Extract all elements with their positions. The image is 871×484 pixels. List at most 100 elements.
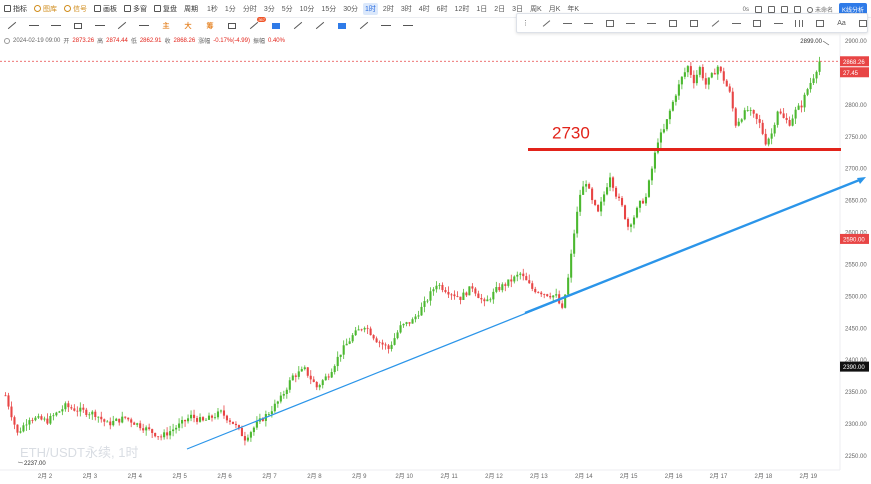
delete-drawings-icon[interactable] [270,21,282,31]
timeframe-6h[interactable]: 6时 [436,5,448,13]
timeframe-year[interactable]: 年K [567,5,580,13]
candle-body [282,394,285,396]
timeframe-week[interactable]: 周K [530,5,542,13]
timeframe-2h[interactable]: 2时 [382,5,394,13]
bars-pattern-tool-icon[interactable] [795,18,804,28]
candle-body [181,419,184,424]
collapse-icon[interactable] [4,37,10,44]
trend-line-arrow[interactable] [524,177,863,315]
candle-body [588,184,591,189]
timeframe-intraday[interactable]: 分时 [242,5,257,13]
toolbar-period-button[interactable]: 周期 [184,4,198,14]
kline-analysis-button[interactable]: K线分析 [838,3,867,16]
x-tick-label: 2月 17 [710,473,728,480]
main-force-button[interactable]: 主 [162,22,170,30]
candle-body [360,329,363,331]
toolbar-signal-button[interactable]: 信号 [64,4,87,14]
parallel-lines-tool-icon[interactable] [626,18,636,28]
candle-body [513,276,516,282]
edit-icon[interactable] [767,6,775,13]
big-order-button[interactable]: 大 [184,22,192,30]
candle-body [498,287,501,291]
lock-drawings-icon[interactable] [336,21,348,31]
ruler-tool-icon[interactable] [753,18,762,28]
top-toolbar: 指标 图库 信号 画板 多窗 复盘 周期 1秒 1分 分时 3分 5分 10分 … [0,0,871,18]
timeframe-2d[interactable]: 2日 [494,5,506,13]
timeframe-4h[interactable]: 4时 [418,5,430,13]
fullscreen-icon[interactable] [793,6,801,13]
timeframe-10m[interactable]: 10分 [299,5,315,13]
crosshair-tool-icon[interactable] [668,18,677,28]
candle-body [444,290,447,292]
more-tools-icon[interactable] [402,21,414,31]
toolbar-indicators-button[interactable]: 指标 [4,4,27,14]
toolbar-drawboard-button[interactable]: 画板 [94,4,117,14]
timeframe-12h[interactable]: 12时 [454,5,470,13]
timeframe-5m[interactable]: 5分 [281,5,293,13]
close-label: 收 [164,39,171,45]
timeframe-1d[interactable]: 1日 [476,5,488,13]
candle-body [594,200,597,205]
y-tick-label: 2500.00 [845,294,867,300]
timeframe-3h[interactable]: 3时 [400,5,412,13]
candle-body [222,410,226,416]
channel-tool-icon[interactable] [647,18,657,28]
measure-tool-icon[interactable] [690,18,699,28]
candle-body [405,322,408,324]
candle-body [327,376,330,378]
screenshot-icon[interactable] [754,6,762,13]
candle-body [710,73,713,78]
candle-body [369,328,372,336]
candle-body [534,288,537,293]
text-label-tool-icon[interactable]: Aa [837,19,846,27]
rectangle-tool-icon[interactable] [72,21,84,31]
candle-body [160,436,163,438]
candle-body [285,389,288,395]
floating-drawing-palette: ⋮ Aa [516,13,868,33]
chips-button[interactable]: 筹 [206,22,214,30]
text-tool-icon[interactable] [138,21,150,31]
horizontal-ray-tool-icon[interactable] [28,21,40,31]
x-tick-label: 2月 6 [217,473,232,480]
arrow-line-tool-icon[interactable] [731,18,741,28]
candle-body [471,286,474,289]
more-palette-icon[interactable] [858,18,867,28]
alert-tool-icon[interactable]: 367 [248,16,266,31]
timeframe-30m[interactable]: 30分 [343,5,359,13]
toolbar-replay-button[interactable]: 复盘 [154,4,177,14]
rectangle-shape-tool-icon[interactable] [605,18,614,28]
timeframe-1s[interactable]: 1秒 [207,5,218,13]
candle-body [321,380,324,386]
fib-tool-icon[interactable] [94,21,106,31]
copy-tool-icon[interactable] [226,21,238,31]
timeframe-3d[interactable]: 3日 [512,5,524,13]
timeframe-15m[interactable]: 15分 [321,5,337,13]
gann-tool-icon[interactable] [816,18,825,28]
toolbar-library-button[interactable]: 图库 [34,4,57,14]
candle-body [477,293,480,299]
timeframe-month[interactable]: 月K [548,5,561,13]
filter-tool-icon[interactable] [380,21,392,31]
settings-icon[interactable] [780,6,788,13]
toolbar-multiwindow-button[interactable]: 多窗 [124,4,147,14]
drag-handle-icon[interactable]: ⋮ [522,20,530,27]
horizontal-segment-tool-icon[interactable] [584,18,594,28]
fib-levels-tool-icon[interactable] [773,18,783,28]
candle-body [73,408,76,411]
candle-body [115,418,118,421]
timeframe-3m[interactable]: 3分 [263,5,275,13]
candle-body [243,436,246,441]
y-tick-label: 2650.00 [845,199,867,205]
timeframe-1h[interactable]: 1时 [363,2,378,15]
candle-body [516,274,519,277]
candle-body [70,407,73,409]
horizontal-line-tool-icon[interactable] [50,21,62,31]
candle-body [779,111,782,114]
extended-line-tool-icon[interactable] [563,18,573,28]
candle-body [701,67,704,79]
support-line-label: 2730 [552,124,590,143]
candle-body [411,319,414,324]
timeframe-1m[interactable]: 1分 [224,5,236,13]
layout-name-button[interactable]: 未命名 [806,5,833,14]
